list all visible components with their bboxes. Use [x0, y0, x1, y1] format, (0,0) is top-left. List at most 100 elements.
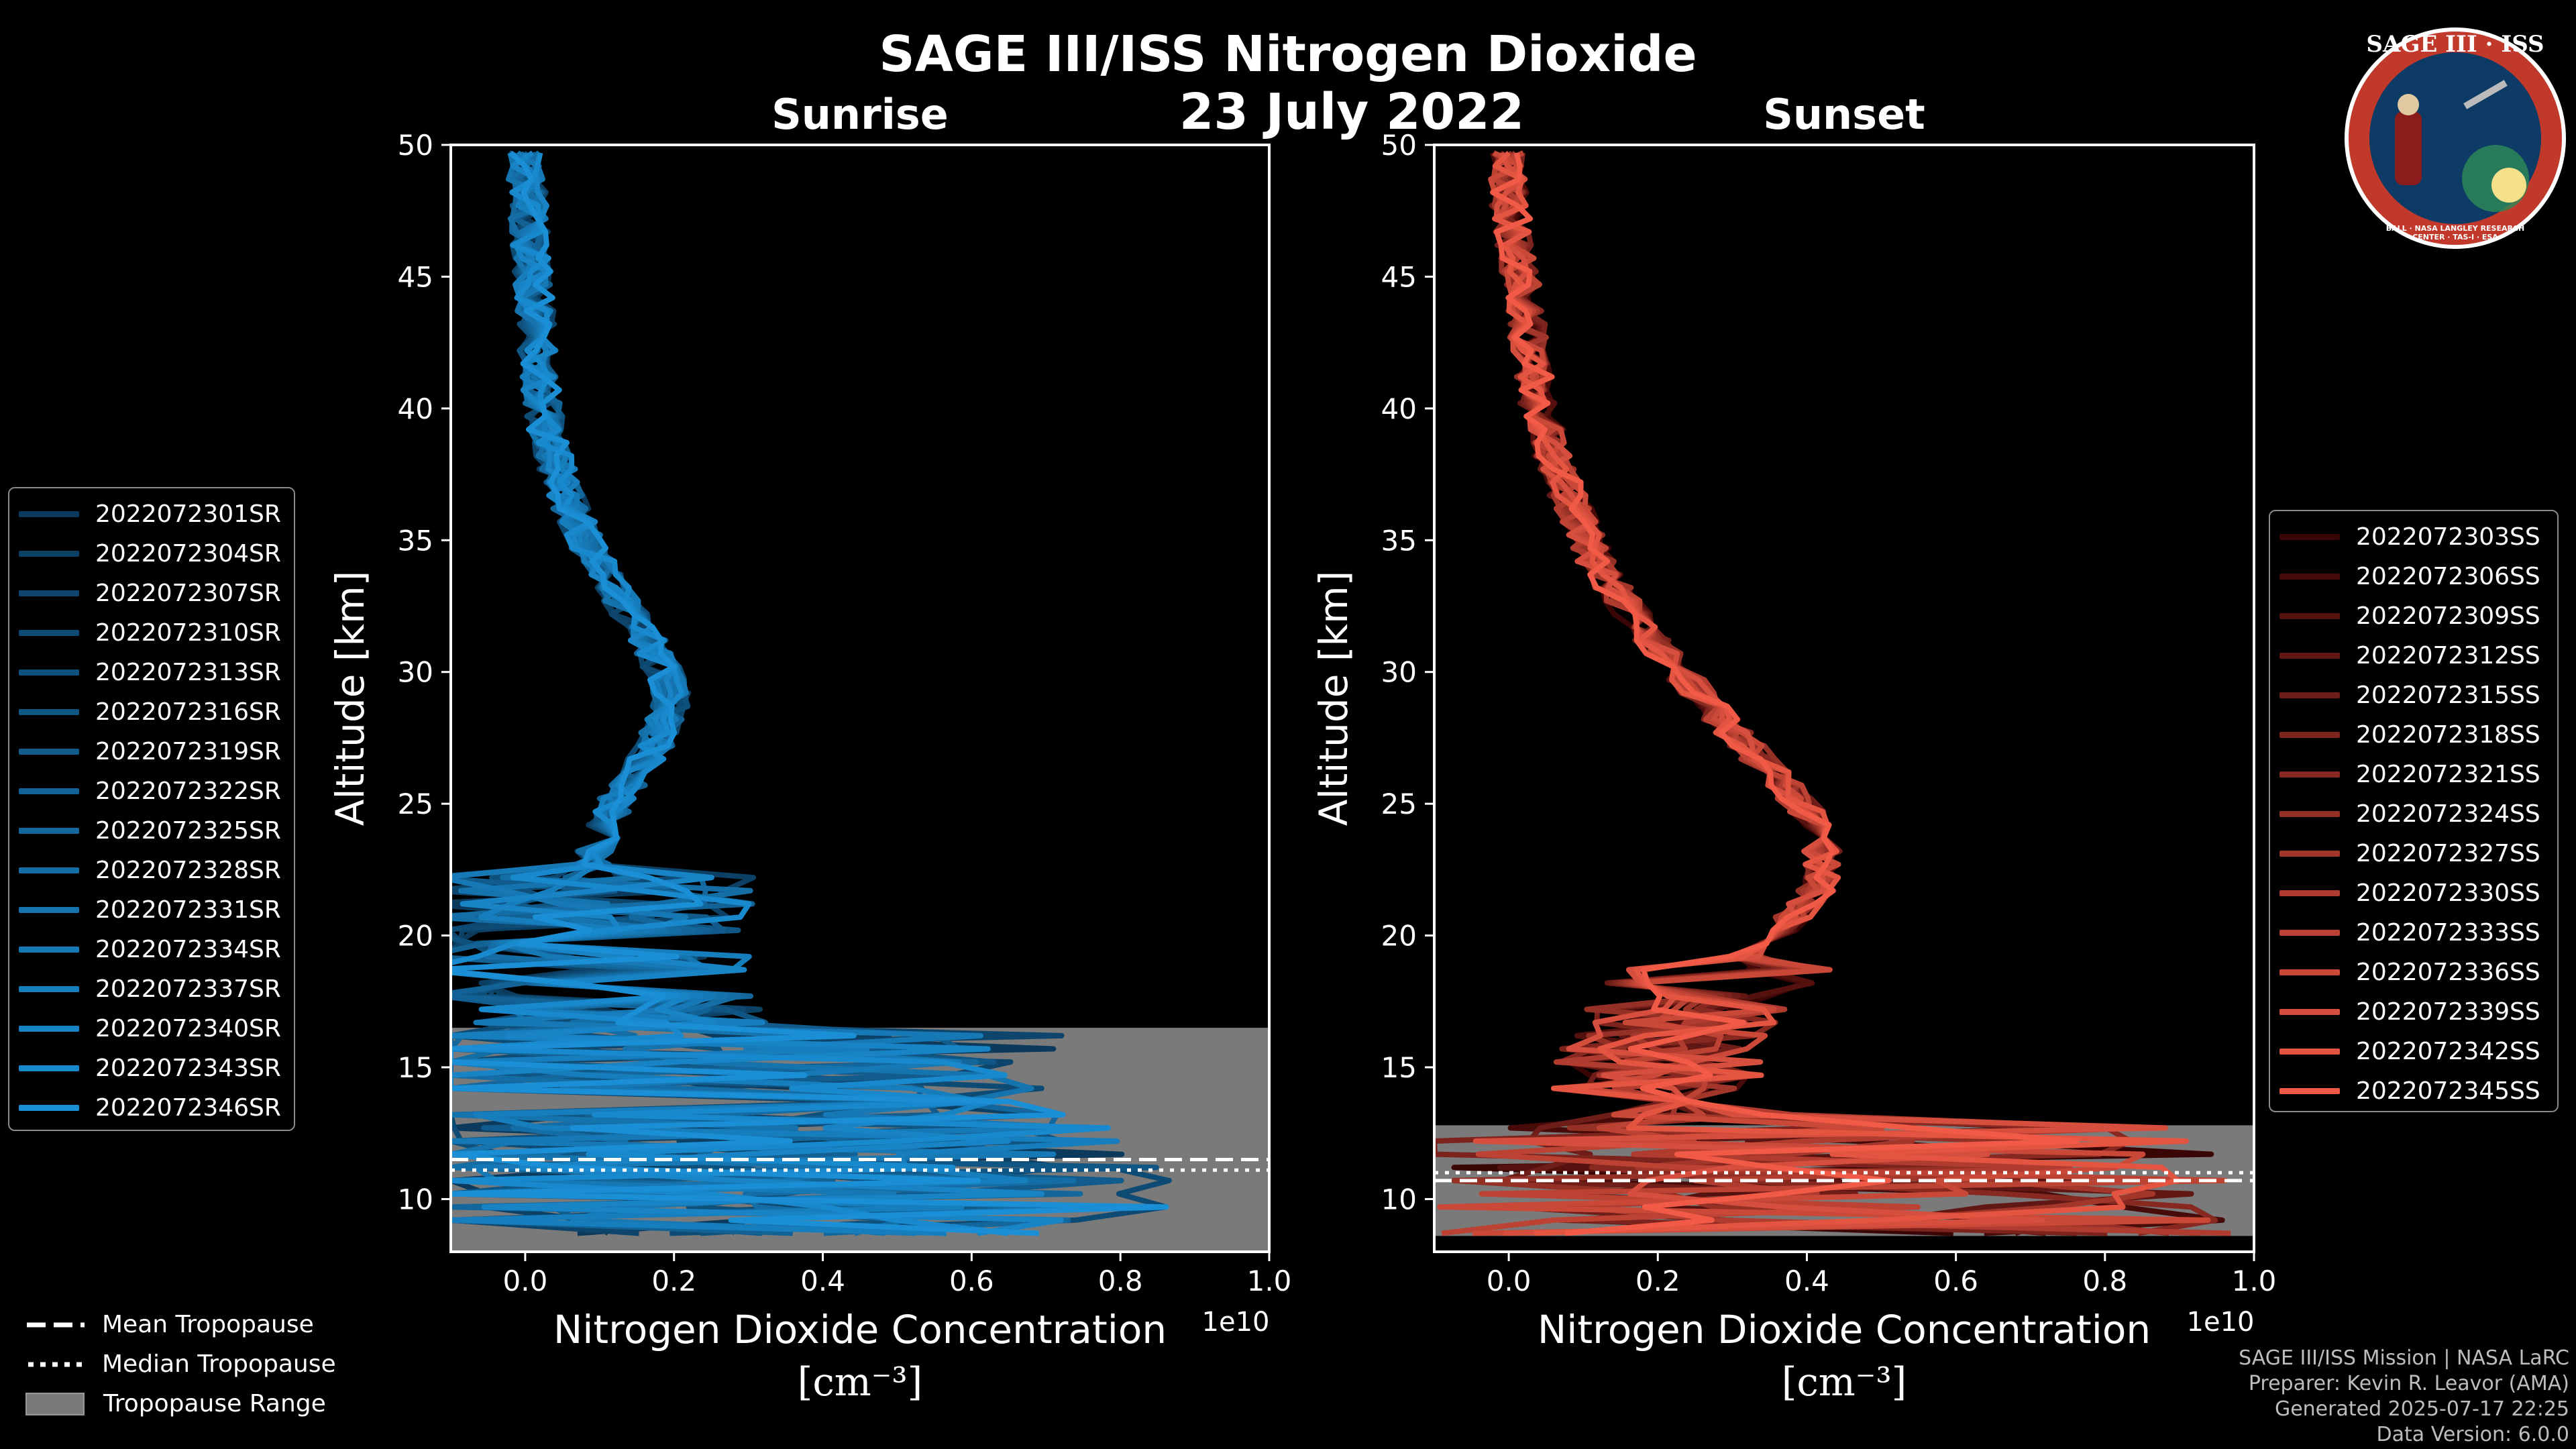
legend-label: 2022072303SS: [2356, 523, 2540, 551]
legend-label: 2022072316SR: [95, 698, 281, 726]
x-tick-label: 0.8: [2082, 1265, 2127, 1297]
logo-sun: [2491, 168, 2526, 203]
figure-date: 23 July 2022: [1179, 83, 1525, 141]
legend-swatch: [19, 867, 79, 873]
legend-swatch: [19, 947, 79, 953]
legend-label: 2022072310SR: [95, 619, 281, 647]
legend-label: 2022072306SS: [2356, 563, 2540, 590]
legend-label: 2022072312SS: [2356, 642, 2540, 669]
legend-label: 2022072339SS: [2356, 998, 2540, 1026]
legend-swatch: [2279, 1088, 2340, 1094]
panel-title: Sunrise: [771, 90, 949, 139]
x-axis-label: Nitrogen Dioxide Concentration: [553, 1307, 1167, 1352]
x-axis-unit: [cm⁻³]: [798, 1359, 923, 1405]
legend-label-mean: Mean Tropopause: [102, 1311, 314, 1338]
profile-line-2022072336SS: [1437, 150, 2211, 1236]
legend-label: 2022072340SR: [95, 1015, 281, 1042]
legend-item-2022072342SS: 2022072342SS: [2279, 1038, 2540, 1065]
legend-label: 2022072321SS: [2356, 761, 2540, 788]
legend-swatch: [19, 986, 79, 992]
x-tick-label: 0.4: [800, 1265, 845, 1297]
range-swatch: [25, 1392, 85, 1415]
legend-item-2022072319SR: 2022072319SR: [19, 738, 281, 765]
legend-swatch: [2279, 653, 2340, 659]
legend-label: 2022072304SR: [95, 540, 281, 568]
legend-swatch: [2279, 851, 2340, 857]
legend-swatch: [19, 828, 79, 834]
legend-swatch: [19, 1026, 79, 1032]
legend-swatch: [19, 709, 79, 715]
credit-mission: SAGE III/ISS Mission | NASA LaRC: [2239, 1346, 2569, 1370]
legend-item-2022072315SS: 2022072315SS: [2279, 682, 2540, 709]
legend-item-2022072310SR: 2022072310SR: [19, 619, 281, 647]
axes-frame: [449, 144, 1271, 1253]
y-tick-label: 20: [398, 920, 433, 953]
sunset-legend: 2022072303SS 2022072306SS 2022072309SS 2022…: [2269, 510, 2559, 1112]
legend-swatch: [19, 511, 79, 517]
legend-label: 2022072342SS: [2356, 1038, 2540, 1065]
legend-item-2022072325SR: 2022072325SR: [19, 817, 281, 845]
legend-swatch: [2279, 613, 2340, 619]
y-tick-label: 10: [1381, 1183, 1417, 1216]
legend-label: 2022072325SR: [95, 817, 281, 845]
legend-item-2022072337SR: 2022072337SR: [19, 975, 281, 1003]
legend-swatch: [2279, 811, 2340, 817]
legend-swatch: [19, 749, 79, 755]
legend-swatch: [19, 1065, 79, 1071]
y-axis-label: Altitude [km]: [1311, 571, 1356, 826]
legend-label: 2022072328SR: [95, 857, 281, 884]
legend-label: 2022072324SS: [2356, 800, 2540, 828]
legend-label: 2022072343SR: [95, 1055, 281, 1082]
legend-item-2022072321SS: 2022072321SS: [2279, 761, 2540, 788]
x-tick-label: 1.0: [1247, 1265, 1292, 1297]
legend-item-2022072333SS: 2022072333SS: [2279, 919, 2540, 947]
profile-line-2022072333SS: [1441, 150, 2229, 1236]
legend-label: 2022072318SS: [2356, 721, 2540, 749]
legend-item-2022072304SR: 2022072304SR: [19, 540, 281, 568]
x-tick-label: 0.8: [1098, 1265, 1143, 1297]
logo-iss: [2463, 80, 2508, 109]
profile-line-2022072303SS: [1451, 151, 2214, 1236]
legend-item-2022072322SR: 2022072322SR: [19, 777, 281, 805]
legend-swatch: [2279, 1009, 2340, 1015]
x-offset-label: 1e10: [2187, 1307, 2255, 1338]
legend-swatch: [19, 630, 79, 636]
logo-text: SAGE III · ISS: [2366, 31, 2544, 58]
legend-swatch: [2279, 534, 2340, 540]
legend-item-median: Median Tropopause: [25, 1350, 336, 1378]
legend-item-2022072334SR: 2022072334SR: [19, 936, 281, 963]
profile-line-2022072346SR: [451, 150, 1169, 1236]
logo-figure: [2395, 111, 2422, 185]
y-tick-label: 20: [1381, 920, 1417, 953]
panel-title: Sunset: [1763, 90, 1925, 139]
legend-item-2022072301SR: 2022072301SR: [19, 500, 281, 528]
figure-title: SAGE III/ISS Nitrogen Dioxide: [879, 25, 1697, 83]
legend-swatch: [2279, 771, 2340, 777]
legend-swatch: [2279, 1049, 2340, 1055]
profiles: [451, 150, 1172, 1236]
x-axis-label: Nitrogen Dioxide Concentration: [1538, 1307, 2151, 1352]
y-tick-label: 45: [398, 260, 433, 293]
legend-item-2022072313SR: 2022072313SR: [19, 659, 281, 686]
credit-preparer: Preparer: Kevin R. Leavor (AMA): [2248, 1372, 2569, 1395]
legend-item-2022072346SR: 2022072346SR: [19, 1094, 281, 1122]
axes-frame: [1433, 144, 2255, 1253]
legend-label: 2022072334SR: [95, 936, 281, 963]
profile-line-2022072324SS: [1451, 152, 2169, 1236]
mean-dash-swatch: [27, 1322, 85, 1327]
legend-label: 2022072346SR: [95, 1094, 281, 1122]
y-tick-label: 15: [1381, 1051, 1417, 1084]
legend-swatch: [19, 551, 79, 557]
legend-item-2022072343SR: 2022072343SR: [19, 1055, 281, 1082]
legend-item-2022072309SS: 2022072309SS: [2279, 602, 2540, 630]
mission-logo: SAGE III · ISS BALL · NASA LANGLEY RESEA…: [2341, 11, 2569, 266]
legend-swatch: [19, 788, 79, 794]
legend-swatch: [2279, 574, 2340, 580]
median-dot-swatch: [28, 1362, 85, 1366]
logo-ring-text: BALL · NASA LANGLEY RESEARCH CENTER · TA…: [2385, 224, 2525, 241]
legend-item-2022072345SS: 2022072345SS: [2279, 1077, 2540, 1105]
credit-generated: Generated 2025-07-17 22:25: [2274, 1397, 2569, 1421]
legend-swatch: [2279, 930, 2340, 936]
legend-label: 2022072301SR: [95, 500, 281, 528]
